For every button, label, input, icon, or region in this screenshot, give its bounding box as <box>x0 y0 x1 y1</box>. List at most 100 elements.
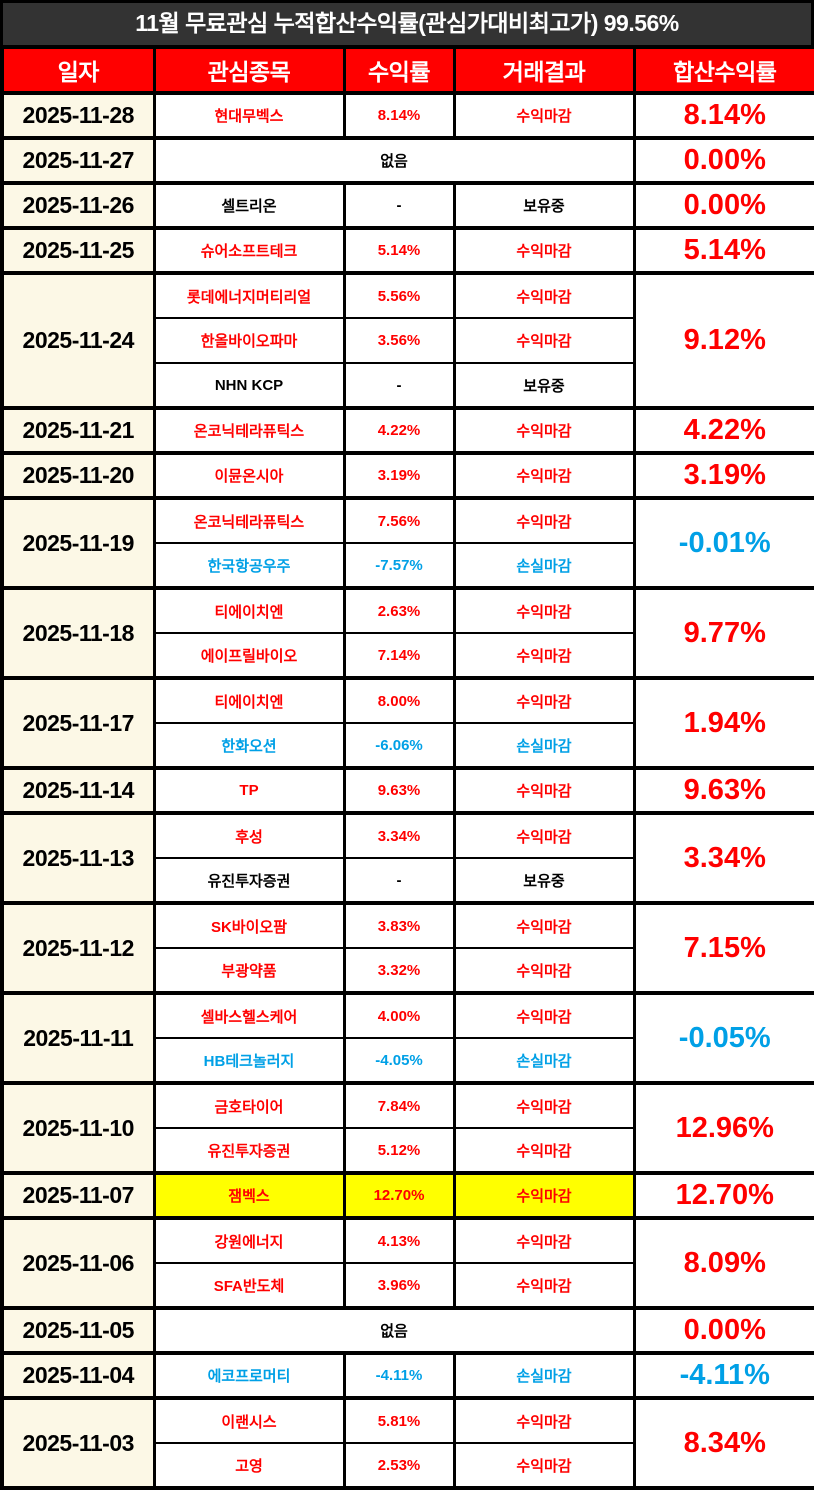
table-row: 2025-11-12 SK바이오팜 3.83% 수익마감 7.15% <box>0 901 814 994</box>
stock-name-cell: SK바이오팜 <box>152 901 346 949</box>
table-row: 2025-11-24 롯데에너지머티리얼 5.56% 수익마감 9.12% <box>0 271 814 409</box>
total-cell: 0.00% <box>632 136 814 184</box>
date-cell: 2025-11-24 <box>0 271 156 409</box>
date-cell: 2025-11-03 <box>0 1396 156 1489</box>
date-cell: 2025-11-21 <box>0 406 156 454</box>
table-row: 2025-11-28 현대무벡스 8.14% 수익마감 8.14% <box>0 91 814 139</box>
table-row: 2025-11-17 티에이치엔 8.00% 수익마감 1.94% <box>0 676 814 769</box>
result-cell: 수익마감 <box>452 676 636 724</box>
return-cell: 8.00% <box>342 676 456 724</box>
stock-name-cell: 한화오션 <box>152 722 346 769</box>
table-row: 2025-11-10 금호타이어 7.84% 수익마감 12.96% <box>0 1081 814 1174</box>
return-cell: 3.56% <box>342 317 456 364</box>
table-row: 한화오션 -6.06% 손실마감 <box>2 722 814 769</box>
stock-name-cell: 이뮨온시아 <box>152 451 346 499</box>
total-cell: -4.11% <box>632 1351 814 1399</box>
result-cell: 수익마감 <box>452 766 636 814</box>
date-cell: 2025-11-13 <box>0 811 156 904</box>
date-cell: 2025-11-26 <box>0 181 156 229</box>
return-cell: 5.56% <box>342 271 456 319</box>
return-cell: 3.19% <box>342 451 456 499</box>
total-cell: 4.22% <box>632 406 814 454</box>
stock-name-cell: 유진투자증권 <box>152 857 346 904</box>
table-row: 2025-11-25 슈어소프트테크 5.14% 수익마감 5.14% <box>0 226 814 274</box>
return-cell: - <box>342 362 456 409</box>
date-cell: 2025-11-19 <box>0 496 156 589</box>
page-title: 11월 무료관심 누적합산수익률(관심가대비최고가) 99.56% <box>0 0 814 45</box>
table-row: 2025-11-18 티에이치엔 2.63% 수익마감 9.77% <box>0 586 814 679</box>
total-cell: 9.63% <box>632 766 814 814</box>
total-cell: 5.14% <box>632 226 814 274</box>
col-header-result: 거래결과 <box>452 45 636 95</box>
total-cell: 1.94% <box>632 676 814 769</box>
stock-name-cell: 에이프릴바이오 <box>152 632 346 679</box>
stock-name-cell: 금호타이어 <box>152 1081 346 1129</box>
table-row: 한국항공우주 -7.57% 손실마감 <box>2 542 814 589</box>
table-row: 에이프릴바이오 7.14% 수익마감 <box>2 632 814 679</box>
result-cell: 손실마감 <box>452 542 636 589</box>
return-cell: 3.96% <box>342 1262 456 1309</box>
date-cell: 2025-11-07 <box>0 1171 156 1219</box>
table-row: 2025-11-07 잼벡스 12.70% 수익마감 12.70% <box>0 1171 814 1219</box>
table-row: 유진투자증권 - 보유중 <box>2 857 814 904</box>
date-cell: 2025-11-27 <box>0 136 156 184</box>
table-row: 2025-11-14 TP 9.63% 수익마감 9.63% <box>0 766 814 814</box>
col-header-stock: 관심종목 <box>152 45 346 95</box>
table-row: 유진투자증권 5.12% 수익마감 <box>2 1127 814 1174</box>
result-cell: 수익마감 <box>452 991 636 1039</box>
table-row: 2025-11-19 온코닉테라퓨틱스 7.56% 수익마감 -0.01% <box>0 496 814 589</box>
date-cell: 2025-11-25 <box>0 226 156 274</box>
result-cell: 수익마감 <box>452 226 636 274</box>
table-row: 2025-11-27 없음 0.00% <box>0 136 814 184</box>
total-cell: 7.15% <box>632 901 814 994</box>
stock-name-cell: 이랜시스 <box>152 1396 346 1444</box>
total-cell: 3.19% <box>632 451 814 499</box>
total-cell: 8.09% <box>632 1216 814 1309</box>
total-cell: -0.01% <box>632 496 814 589</box>
table-row: 한올바이오파마 3.56% 수익마감 <box>2 317 814 364</box>
result-cell: 수익마감 <box>452 1442 636 1489</box>
result-cell: 수익마감 <box>452 91 636 139</box>
result-cell: 수익마감 <box>452 1262 636 1309</box>
result-cell: 보유중 <box>452 181 636 229</box>
returns-table: 일자 관심종목 수익률 거래결과 합산수익률 2025-11-28 현대무벡스 8.… <box>0 45 814 1490</box>
total-cell: -0.05% <box>632 991 814 1084</box>
stock-name-cell: 셀트리온 <box>152 181 346 229</box>
return-cell: - <box>342 857 456 904</box>
stock-name-cell: 강원에너지 <box>152 1216 346 1264</box>
return-cell: 5.81% <box>342 1396 456 1444</box>
table-row: 2025-11-11 셀바스헬스케어 4.00% 수익마감 -0.05% <box>0 991 814 1084</box>
total-cell: 0.00% <box>632 1306 814 1354</box>
none-cell: 없음 <box>152 1306 636 1354</box>
result-cell: 손실마감 <box>452 1037 636 1084</box>
return-cell: - <box>342 181 456 229</box>
result-cell: 수익마감 <box>452 406 636 454</box>
return-cell: 7.14% <box>342 632 456 679</box>
table-row: 2025-11-13 후성 3.34% 수익마감 3.34% <box>0 811 814 904</box>
stock-name-cell: 티에이치엔 <box>152 586 346 634</box>
stock-name-cell: 한국항공우주 <box>152 542 346 589</box>
return-cell: 5.14% <box>342 226 456 274</box>
stock-name-cell: 유진투자증권 <box>152 1127 346 1174</box>
total-cell: 8.34% <box>632 1396 814 1489</box>
result-cell: 수익마감 <box>452 1396 636 1444</box>
result-cell: 보유중 <box>452 362 636 409</box>
result-cell: 수익마감 <box>452 947 636 994</box>
result-cell: 수익마감 <box>452 496 636 544</box>
stock-name-cell: 셀바스헬스케어 <box>152 991 346 1039</box>
return-cell: 5.12% <box>342 1127 456 1174</box>
result-cell: 수익마감 <box>452 632 636 679</box>
return-cell: 7.84% <box>342 1081 456 1129</box>
total-cell: 9.77% <box>632 586 814 679</box>
result-cell: 수익마감 <box>452 271 636 319</box>
return-cell: -7.57% <box>342 542 456 589</box>
return-cell: 3.32% <box>342 947 456 994</box>
return-cell: 2.53% <box>342 1442 456 1489</box>
result-cell: 수익마감 <box>452 586 636 634</box>
return-cell: 4.22% <box>342 406 456 454</box>
table-row: NHN KCP - 보유중 <box>2 362 814 409</box>
return-cell: 4.00% <box>342 991 456 1039</box>
result-cell: 손실마감 <box>452 722 636 769</box>
return-cell: 3.34% <box>342 811 456 859</box>
result-cell: 수익마감 <box>452 317 636 364</box>
